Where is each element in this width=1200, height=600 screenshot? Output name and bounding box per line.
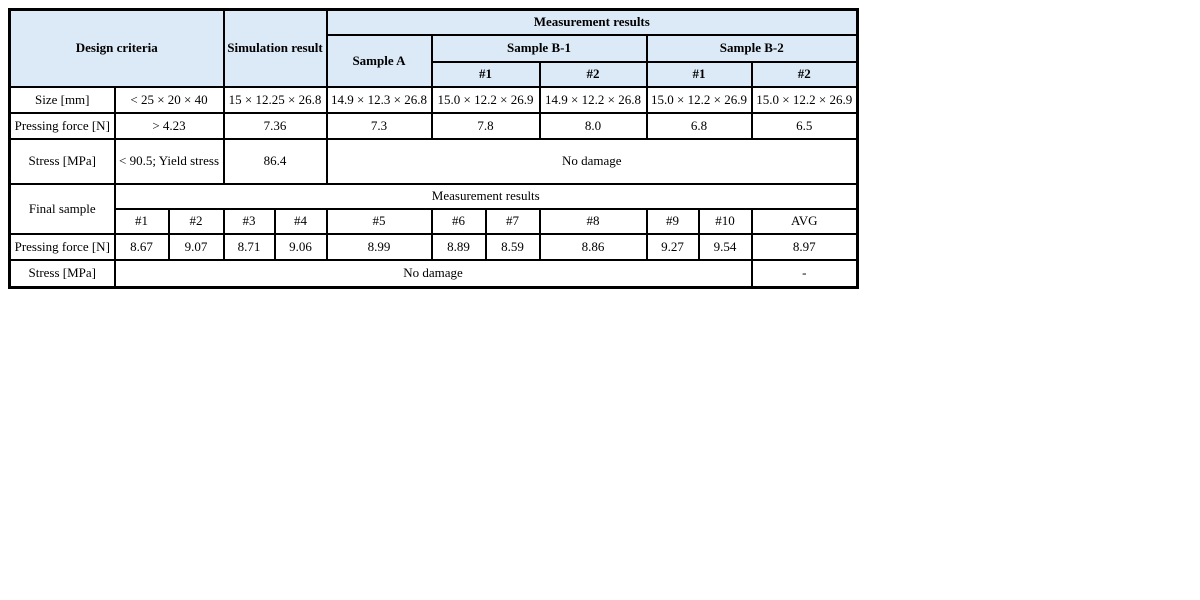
cell-force-b2-1: 6.8 xyxy=(645,112,753,140)
cell-size-simulation: 15 × 12.25 × 26.8 xyxy=(222,86,328,114)
final-header-6: #6 xyxy=(430,208,487,235)
header-b1-sub1: #1 xyxy=(430,61,541,88)
final-header-1: #1 xyxy=(113,208,170,235)
final-force-6: 8.89 xyxy=(430,233,487,261)
row-final-pressing-force: Pressing force [N] 8.67 9.07 8.71 9.06 8… xyxy=(8,233,859,261)
cell-stress-criteria: < 90.5; Yield stress xyxy=(113,138,225,185)
cell-size-b2-1: 15.0 × 12.2 × 26.9 xyxy=(645,86,753,114)
final-stress-avg: - xyxy=(750,259,859,289)
header-measurement-results: Measurement results xyxy=(325,8,859,36)
row-label-size: Size [mm] xyxy=(8,86,116,114)
header-sample-b2: Sample B-2 xyxy=(645,34,859,63)
row-final-sample-header: Final sample Measurement results xyxy=(8,183,859,235)
cell-force-sample-a: 7.3 xyxy=(325,112,433,140)
header-simulation-result: Simulation result xyxy=(222,8,328,88)
final-force-8: 8.86 xyxy=(538,233,648,261)
row-stress: Stress [MPa] < 90.5; Yield stress 86.4 N… xyxy=(8,138,859,185)
cell-size-b1-2: 14.9 × 12.2 × 26.8 xyxy=(538,86,648,114)
final-force-7: 8.59 xyxy=(484,233,541,261)
row-label-stress: Stress [MPa] xyxy=(8,138,116,185)
final-header-2: #2 xyxy=(167,208,225,235)
cell-force-b2-2: 6.5 xyxy=(750,112,859,140)
final-force-9: 9.27 xyxy=(645,233,700,261)
cell-size-criteria: < 25 × 20 × 40 xyxy=(113,86,225,114)
final-force-1: 8.67 xyxy=(113,233,170,261)
final-header-9: #9 xyxy=(645,208,700,235)
final-force-3: 8.71 xyxy=(222,233,276,261)
final-force-10: 9.54 xyxy=(697,233,753,261)
final-force-4: 9.06 xyxy=(273,233,328,261)
final-header-10: #10 xyxy=(697,208,753,235)
results-table: Design criteria Simulation result Measur… xyxy=(8,8,860,289)
final-force-2: 9.07 xyxy=(167,233,225,261)
final-stress-result: No damage xyxy=(113,259,753,289)
cell-force-criteria: > 4.23 xyxy=(113,112,225,140)
row-size: Size [mm] < 25 × 20 × 40 15 × 12.25 × 26… xyxy=(8,86,859,114)
final-force-5: 8.99 xyxy=(325,233,433,261)
row-label-final-sample: Final sample xyxy=(8,183,116,235)
cell-size-b1-1: 15.0 × 12.2 × 26.9 xyxy=(430,86,541,114)
table-header-row-3: #1 #2 #1 #2 xyxy=(10,61,859,88)
cell-size-sample-a: 14.9 × 12.3 × 26.8 xyxy=(325,86,433,114)
header-sample-b1: Sample B-1 xyxy=(430,34,648,63)
table-header-row-2: Sample A Sample B-1 Sample B-2 xyxy=(10,34,859,88)
cell-force-simulation: 7.36 xyxy=(222,112,328,140)
header-b2-sub1: #1 xyxy=(645,61,753,88)
final-header-5: #5 xyxy=(325,208,433,235)
final-header-7: #7 xyxy=(484,208,541,235)
header-design-criteria: Design criteria xyxy=(8,8,225,88)
table-header-row-1: Design criteria Simulation result Measur… xyxy=(8,8,859,88)
cell-stress-simulation: 86.4 xyxy=(222,138,328,185)
row-label-final-stress: Stress [MPa] xyxy=(8,259,116,289)
row-label-final-pressing-force: Pressing force [N] xyxy=(8,233,116,261)
row-label-pressing-force: Pressing force [N] xyxy=(8,112,116,140)
row-pressing-force: Pressing force [N] > 4.23 7.36 7.3 7.8 8… xyxy=(8,112,859,140)
cell-size-b2-2: 15.0 × 12.2 × 26.9 xyxy=(750,86,859,114)
row-final-stress: Stress [MPa] No damage - xyxy=(8,259,859,289)
final-measurement-results-title: Measurement results xyxy=(113,183,859,210)
header-b1-sub2: #2 xyxy=(538,61,648,88)
cell-force-b1-1: 7.8 xyxy=(430,112,541,140)
row-final-sample-numbers: #1 #2 #3 #4 #5 #6 #7 #8 #9 #10 AVG xyxy=(10,208,859,235)
cell-stress-result: No damage xyxy=(325,138,859,185)
final-header-avg: AVG xyxy=(750,208,859,235)
header-b2-sub2: #2 xyxy=(750,61,859,88)
final-force-avg: 8.97 xyxy=(750,233,859,261)
final-header-8: #8 xyxy=(538,208,648,235)
header-sample-a: Sample A xyxy=(325,34,433,88)
final-header-3: #3 xyxy=(222,208,276,235)
final-header-4: #4 xyxy=(273,208,328,235)
cell-force-b1-2: 8.0 xyxy=(538,112,648,140)
